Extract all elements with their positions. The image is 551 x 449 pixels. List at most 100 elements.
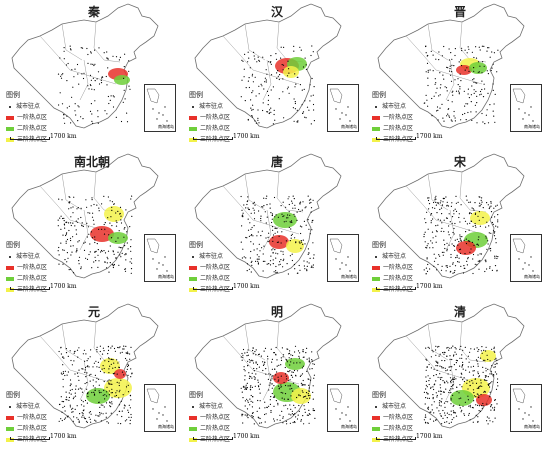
city-dot [478,387,480,389]
city-dot [89,356,91,358]
city-dot [88,88,90,90]
city-dot [247,207,249,209]
city-dot [425,222,427,224]
city-dot [492,230,495,232]
city-dot [289,404,291,406]
city-dot [489,248,491,250]
city-dot [443,120,445,122]
city-dot [86,382,88,384]
city-dot [450,253,452,256]
city-dot [479,94,481,96]
city-dot [269,109,271,111]
city-dot [264,211,266,213]
map-panel-han: 汉 图例 城市驻点 一阶热点区 二阶热点区 三阶热点区 1700 km 南海诸岛 [183,0,366,149]
city-dot [463,265,465,267]
city-dot [309,394,311,397]
city-dot [115,225,118,227]
city-dot [432,218,434,220]
city-dot [491,373,493,375]
city-dot [291,374,293,376]
city-dot [286,88,289,90]
city-dot [433,265,435,267]
city-dot [468,229,470,231]
city-dot [252,416,254,418]
island-dot [532,270,534,272]
city-dot [447,373,449,375]
city-dot [479,49,481,51]
city-dot [67,415,69,417]
city-dot [107,349,110,351]
city-dot [118,391,120,393]
city-dot [425,388,427,390]
scale-label: 1700 km [50,433,77,440]
city-dot [245,257,247,259]
south-china-sea-inset: 南海诸岛 [510,84,542,132]
hotspot-area [456,65,472,75]
province-border [435,69,483,85]
city-dot [448,244,450,246]
city-dot [272,234,275,236]
city-dot [440,269,443,271]
city-dot [469,201,471,203]
city-dot [446,66,448,68]
city-dot [292,354,294,357]
city-dot [88,416,90,418]
city-dot [302,365,304,367]
province-border [103,59,121,63]
city-dot [112,251,114,253]
city-dot [118,230,120,232]
city-dot [102,404,104,406]
city-dot [263,197,265,199]
city-dot [107,58,109,60]
city-dot [270,61,272,63]
city-dot [478,236,480,238]
city-dot [435,198,437,200]
city-dot [271,214,273,216]
city-dot [462,272,465,274]
city-dot [116,381,118,383]
city-dot [96,243,98,245]
city-dot [478,71,480,73]
city-dot [248,57,250,59]
city-dot [453,115,455,117]
city-dot [447,113,449,115]
island-dot [152,258,154,260]
city-dot [485,367,487,369]
city-dot [463,217,465,219]
city-dot [111,383,113,385]
city-dot [477,61,480,63]
city-dot [83,249,86,251]
city-dot [305,117,307,119]
city-dot [486,403,488,405]
city-dot [463,90,465,92]
city-dot [434,199,436,201]
city-dot [472,253,475,256]
city-dot [308,359,310,361]
city-dot [64,417,67,419]
city-dot [277,253,279,255]
city-dot [432,386,434,388]
city-dot [294,204,296,206]
city-dot [451,101,453,103]
city-dot [460,80,462,82]
province-border [262,359,272,401]
city-dot [300,419,302,421]
city-dot [258,388,260,390]
city-dot [63,117,65,119]
city-dot [79,413,81,415]
city-dot [115,116,117,118]
city-dot [257,263,259,265]
city-dot [107,380,109,382]
city-dot [466,379,468,381]
city-dot [465,242,468,245]
city-dot [450,80,453,82]
city-dot [457,244,459,246]
city-dot [495,255,497,257]
city-dot [436,407,438,409]
city-dot [252,347,254,349]
city-dot [311,359,313,361]
city-dot [269,260,272,262]
city-dot [298,394,300,396]
city-dot [313,377,315,379]
city-dot [120,222,123,224]
